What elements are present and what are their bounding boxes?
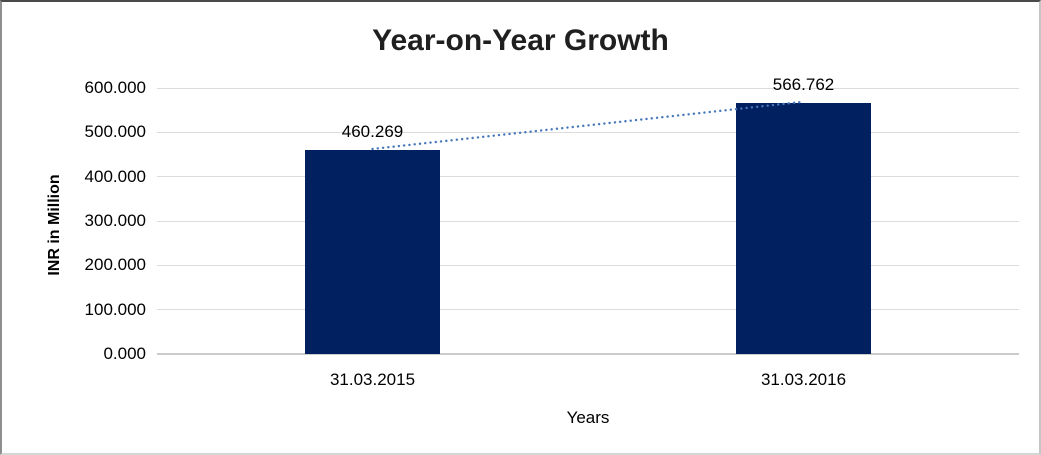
y-tick-label: 100.000: [84, 299, 146, 319]
y-tick-label: 0.000: [103, 344, 146, 363]
y-tick-label: 300.000: [84, 211, 146, 230]
gridline: [157, 176, 1019, 178]
bar-value-label: 460.269: [341, 121, 404, 141]
gridline: [157, 131, 1019, 133]
y-tick-label: 500.000: [84, 122, 146, 142]
gridline: [157, 87, 1019, 89]
y-tick-label: 600.000: [84, 78, 146, 97]
x-tick-label: 31.03.2016: [760, 370, 847, 389]
gridline: [157, 264, 1019, 266]
bar-31.03.2016: [736, 102, 871, 354]
x-axis-line: [157, 353, 1019, 355]
bar-31.03.2015: [305, 149, 440, 354]
gridline: [157, 220, 1019, 222]
x-tick-label: 31.03.2015: [329, 370, 416, 389]
bar-value-label: 566.762: [772, 74, 835, 94]
trendline-path: [371, 100, 805, 151]
y-axis-title: INR in Million: [46, 174, 63, 276]
chart-title: Year-on-Year Growth: [372, 24, 669, 57]
y-tick-label: 400.000: [84, 166, 146, 186]
plot-area: 460.269 566.762: [157, 75, 1019, 355]
y-tick-label: 200.000: [84, 255, 146, 275]
gridline: [157, 309, 1019, 311]
x-axis-title: Years: [566, 408, 610, 427]
trendline: [371, 100, 805, 151]
